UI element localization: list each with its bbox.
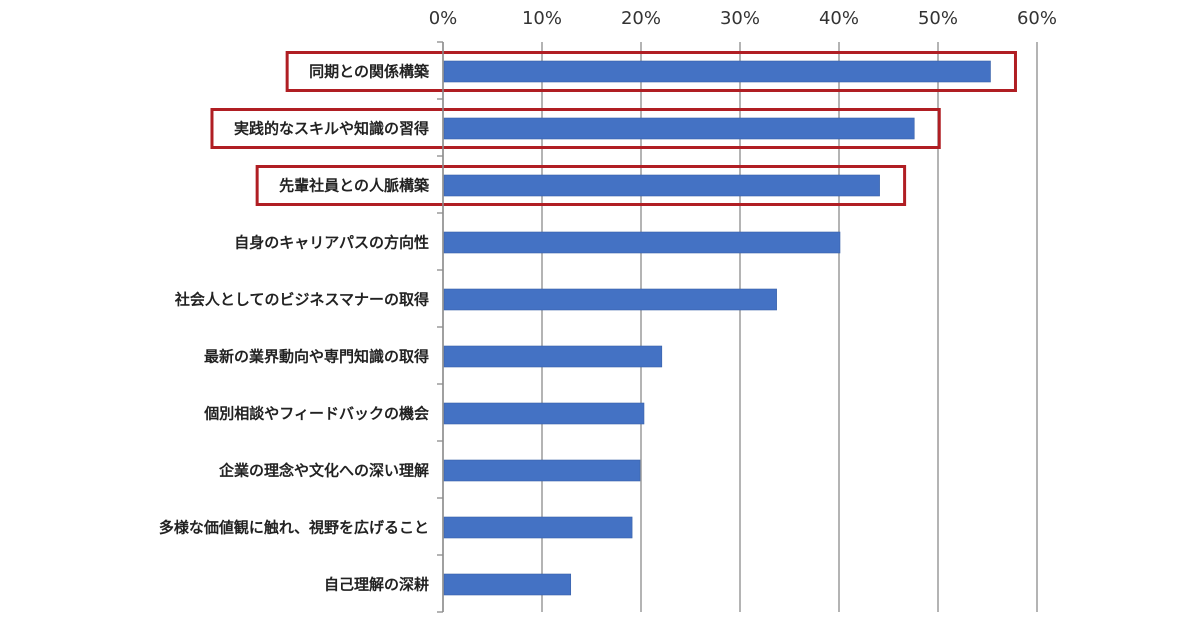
category-label: 社会人としてのビジネスマナーの取得 <box>174 291 429 309</box>
bar <box>443 288 777 311</box>
x-tick-label: 0% <box>429 8 458 29</box>
bar <box>443 573 572 596</box>
highlight-box <box>210 108 941 149</box>
x-axis-tick-labels: 0% 10% 20% 30% 40% 50% 60% <box>429 8 1057 29</box>
x-tick-label: 20% <box>621 8 661 29</box>
bar <box>443 231 841 254</box>
category-label: 企業の理念や文化への深い理解 <box>218 462 429 480</box>
bar <box>443 117 915 140</box>
category-labels: 同期との関係構築実践的なスキルや知識の習得先輩社員との人脈構築自身のキャリアパス… <box>159 63 430 594</box>
bar <box>443 402 645 425</box>
bars <box>443 60 991 596</box>
x-tick-label: 40% <box>819 8 859 29</box>
bar <box>443 174 880 197</box>
category-label: 同期との関係構築 <box>309 63 430 81</box>
bar <box>443 60 991 83</box>
category-label: 多様な価値観に触れ、視野を広げること <box>159 519 429 537</box>
highlight-box <box>285 51 1017 92</box>
x-tick-label: 60% <box>1017 8 1057 29</box>
highlight-boxes <box>210 51 1017 206</box>
x-tick-label: 50% <box>918 8 958 29</box>
bar <box>443 459 641 482</box>
highlight-box <box>255 165 907 206</box>
category-label: 先輩社員との人脈構築 <box>279 177 430 195</box>
bar <box>443 516 633 539</box>
x-tick-label: 10% <box>522 8 562 29</box>
category-label: 実践的なスキルや知識の習得 <box>234 120 429 138</box>
category-label: 自己理解の深耕 <box>324 576 429 594</box>
x-tick-label: 30% <box>720 8 760 29</box>
category-label: 最新の業界動向や専門知識の取得 <box>204 348 429 366</box>
bar <box>443 345 663 368</box>
category-label: 個別相談やフィードバックの機会 <box>203 405 429 423</box>
category-label: 自身のキャリアパスの方向性 <box>234 234 429 252</box>
